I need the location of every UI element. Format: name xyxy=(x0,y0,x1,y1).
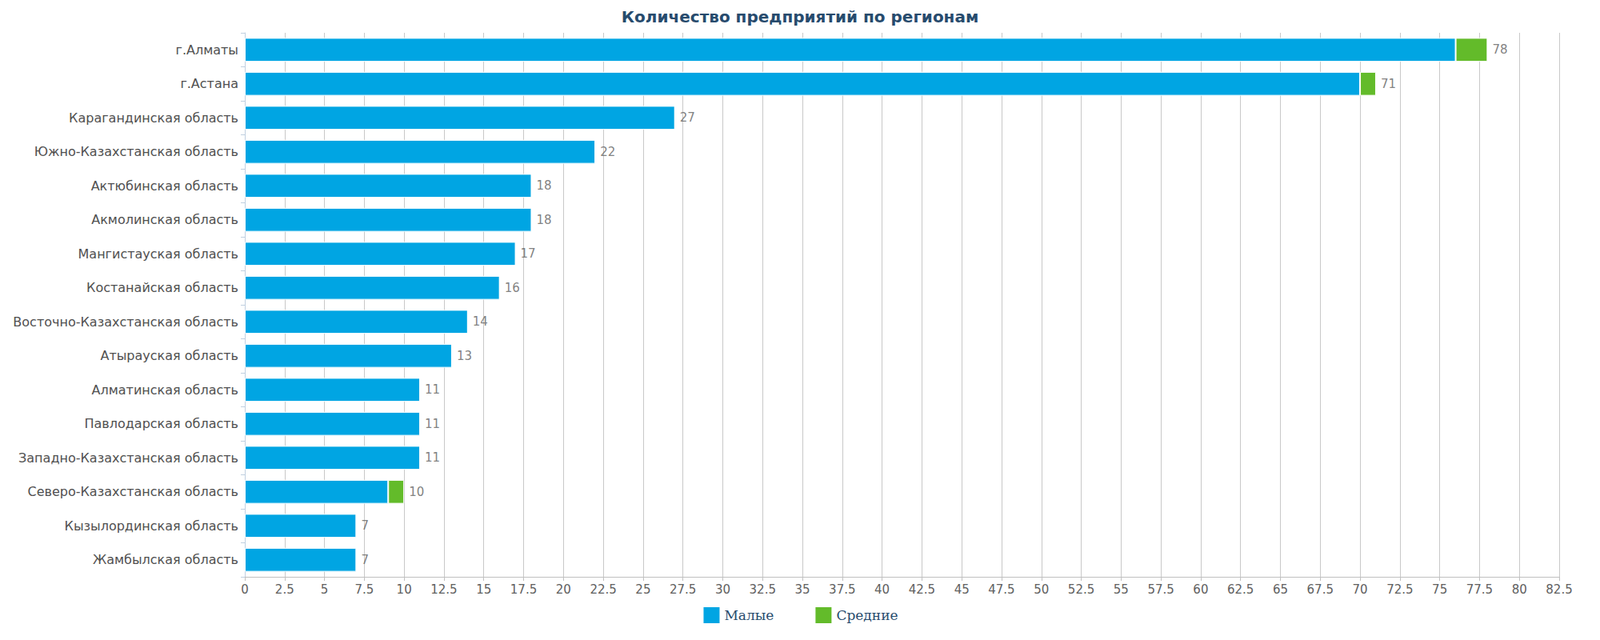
svg-text:27: 27 xyxy=(680,110,696,125)
svg-text:Восточно-Казахстанская область: Восточно-Казахстанская область xyxy=(12,314,239,330)
svg-text:50: 50 xyxy=(1033,582,1049,597)
svg-text:78: 78 xyxy=(1492,42,1508,57)
svg-text:Южно-Казахстанская область: Южно-Казахстанская область xyxy=(34,144,239,160)
svg-text:14: 14 xyxy=(472,314,488,329)
svg-text:11: 11 xyxy=(424,450,440,465)
svg-text:Средние: Средние xyxy=(836,607,898,624)
svg-text:32.5: 32.5 xyxy=(749,582,776,597)
svg-text:Алматинская область: Алматинская область xyxy=(92,382,239,398)
svg-text:г.Алматы: г.Алматы xyxy=(176,42,240,58)
svg-text:67.5: 67.5 xyxy=(1307,582,1334,597)
svg-text:Кызылординская область: Кызылординская область xyxy=(64,518,239,534)
svg-text:52.5: 52.5 xyxy=(1068,582,1095,597)
svg-text:55: 55 xyxy=(1113,582,1129,597)
svg-text:30: 30 xyxy=(715,582,731,597)
svg-text:13: 13 xyxy=(456,348,472,364)
svg-text:0: 0 xyxy=(240,582,249,597)
svg-text:17.5: 17.5 xyxy=(510,582,537,597)
svg-text:7: 7 xyxy=(360,518,369,533)
svg-text:27.5: 27.5 xyxy=(669,582,696,597)
svg-text:17: 17 xyxy=(520,246,536,261)
svg-text:77.5: 77.5 xyxy=(1466,582,1493,597)
svg-text:10: 10 xyxy=(396,582,412,597)
svg-text:62.5: 62.5 xyxy=(1227,582,1254,597)
svg-text:Карагандинская область: Карагандинская область xyxy=(68,110,239,126)
svg-text:15: 15 xyxy=(476,582,492,597)
svg-text:Количество предприятий по реги: Количество предприятий по регионам xyxy=(621,7,980,27)
svg-text:18: 18 xyxy=(536,212,552,228)
svg-text:2.5: 2.5 xyxy=(275,582,295,597)
svg-text:70: 70 xyxy=(1352,582,1368,597)
svg-text:11: 11 xyxy=(424,416,440,432)
svg-text:Северо-Казахстанская область: Северо-Казахстанская область xyxy=(27,484,239,500)
svg-text:40: 40 xyxy=(874,582,890,597)
svg-text:7.5: 7.5 xyxy=(354,582,374,597)
svg-text:Актюбинская область: Актюбинская область xyxy=(91,178,239,194)
svg-text:82.5: 82.5 xyxy=(1545,582,1572,597)
svg-text:5: 5 xyxy=(320,582,329,597)
svg-text:Костанайская область: Костанайская область xyxy=(86,280,239,296)
svg-text:42.5: 42.5 xyxy=(908,582,936,597)
svg-text:37.5: 37.5 xyxy=(828,582,856,597)
svg-text:47.5: 47.5 xyxy=(988,582,1015,597)
svg-text:80: 80 xyxy=(1512,582,1528,597)
svg-text:22: 22 xyxy=(600,144,616,160)
svg-text:Павлодарская область: Павлодарская область xyxy=(84,416,239,432)
svg-text:18: 18 xyxy=(536,178,552,193)
svg-text:45: 45 xyxy=(954,582,970,597)
svg-text:71: 71 xyxy=(1380,76,1396,92)
svg-text:Жамбылская область: Жамбылская область xyxy=(92,552,239,568)
svg-text:Мангистауская область: Мангистауская область xyxy=(78,246,239,262)
svg-text:35: 35 xyxy=(794,582,810,597)
svg-text:57.5: 57.5 xyxy=(1147,582,1174,597)
svg-text:г.Астана: г.Астана xyxy=(180,76,239,92)
svg-text:65: 65 xyxy=(1272,582,1288,597)
svg-text:22.5: 22.5 xyxy=(589,582,616,597)
svg-text:Акмолинская область: Акмолинская область xyxy=(91,212,239,228)
svg-text:12.5: 12.5 xyxy=(430,582,457,597)
svg-text:Атырауская область: Атырауская область xyxy=(100,348,239,364)
svg-text:Западно-Казахстанская область: Западно-Казахстанская область xyxy=(18,450,239,466)
svg-text:11: 11 xyxy=(424,382,440,397)
svg-text:60: 60 xyxy=(1192,582,1208,597)
svg-text:20: 20 xyxy=(556,582,572,597)
svg-text:Малые: Малые xyxy=(724,607,774,624)
svg-text:10: 10 xyxy=(408,484,424,500)
svg-text:16: 16 xyxy=(504,280,520,296)
svg-text:72.5: 72.5 xyxy=(1386,582,1413,597)
svg-text:7: 7 xyxy=(360,552,369,568)
svg-text:25: 25 xyxy=(635,582,651,597)
svg-text:75: 75 xyxy=(1432,582,1448,597)
